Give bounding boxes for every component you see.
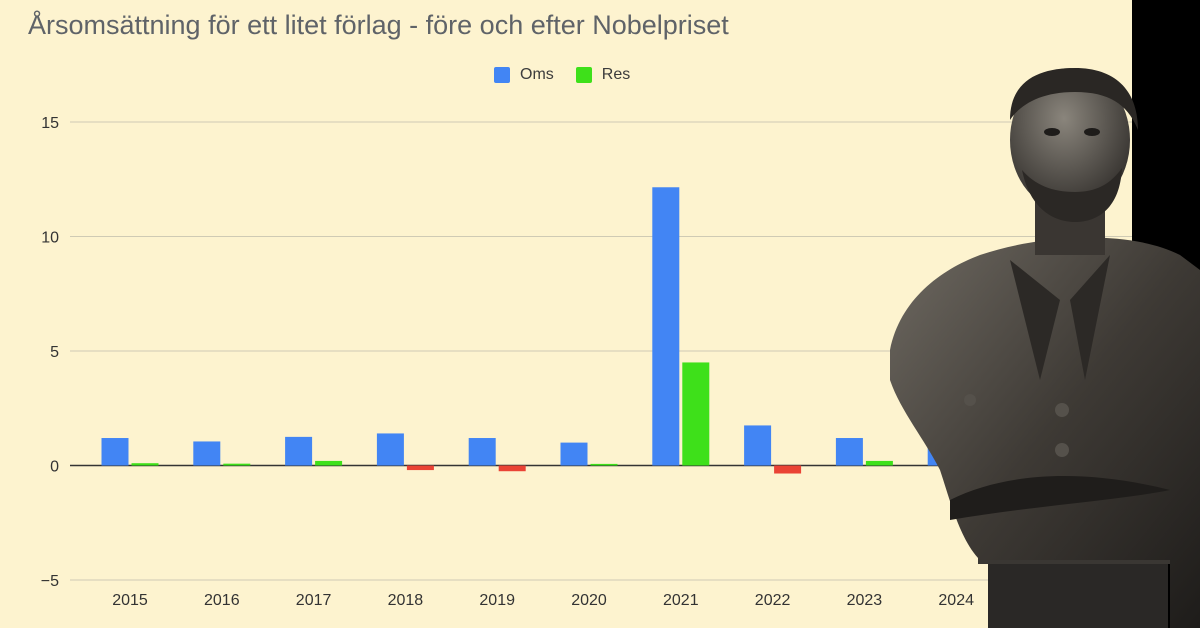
bar-oms-2017[interactable] bbox=[285, 436, 313, 466]
bar-res-2021[interactable] bbox=[682, 362, 710, 466]
legend-item-res[interactable]: Res bbox=[575, 66, 631, 84]
legend-item-oms[interactable]: Oms bbox=[494, 66, 554, 84]
x-tick-label: 2021 bbox=[663, 592, 699, 609]
x-tick-label: 2016 bbox=[204, 592, 240, 609]
x-tick-label: 2019 bbox=[479, 592, 515, 609]
bar-chart: −5 0 5 10 15 2015 2016 2017 2018 2019 2020 2021 202… bbox=[41, 115, 1132, 609]
bar-res-2020[interactable] bbox=[590, 463, 618, 466]
chart-title: Årsomsättning för ett litet förlag - för… bbox=[28, 10, 729, 40]
x-tick-label: 2015 bbox=[112, 592, 148, 609]
bar-res-2022[interactable] bbox=[774, 465, 802, 474]
y-axis-ticks: −5 0 5 10 15 bbox=[41, 115, 59, 590]
bar-oms-2019[interactable] bbox=[468, 438, 496, 466]
y-tick-label: 15 bbox=[41, 115, 59, 132]
x-axis-ticks: 2015 2016 2017 2018 2019 2020 2021 2022 2023 2024 bbox=[112, 592, 974, 609]
bar-oms-2021[interactable] bbox=[652, 187, 680, 466]
y-tick-label: 0 bbox=[50, 459, 59, 476]
bar-res-2015[interactable] bbox=[131, 463, 159, 466]
legend-swatch-oms bbox=[494, 67, 510, 83]
bar-oms-2016[interactable] bbox=[193, 441, 221, 466]
bar-oms-2022[interactable] bbox=[744, 425, 772, 466]
chart-legend: Oms Res bbox=[494, 66, 630, 84]
bar-res-2016[interactable] bbox=[223, 463, 251, 466]
x-tick-label: 2024 bbox=[938, 592, 974, 609]
x-tick-label: 2018 bbox=[388, 592, 424, 609]
bronze-bust-icon bbox=[890, 68, 1200, 628]
legend-label-res: Res bbox=[601, 66, 631, 83]
x-tick-label: 2022 bbox=[755, 592, 791, 609]
x-tick-label: 2023 bbox=[847, 592, 883, 609]
bar-oms-2020[interactable] bbox=[560, 442, 588, 466]
bar-res-2017[interactable] bbox=[315, 460, 343, 466]
bar-oms-2023[interactable] bbox=[835, 438, 863, 466]
legend-swatch-res bbox=[575, 67, 592, 83]
legend-label-oms: Oms bbox=[520, 66, 554, 83]
x-tick-label: 2017 bbox=[296, 592, 332, 609]
x-tick-label: 2020 bbox=[571, 592, 607, 609]
bar-oms-2018[interactable] bbox=[376, 433, 404, 466]
y-tick-label: 10 bbox=[41, 230, 59, 247]
y-tick-label: 5 bbox=[50, 344, 59, 361]
bar-res-2019[interactable] bbox=[498, 465, 526, 472]
bars bbox=[101, 187, 955, 474]
bar-res-2018[interactable] bbox=[406, 465, 434, 471]
bar-res-2023[interactable] bbox=[865, 460, 893, 466]
bar-oms-2015[interactable] bbox=[101, 438, 129, 466]
y-tick-label: −5 bbox=[41, 573, 59, 590]
